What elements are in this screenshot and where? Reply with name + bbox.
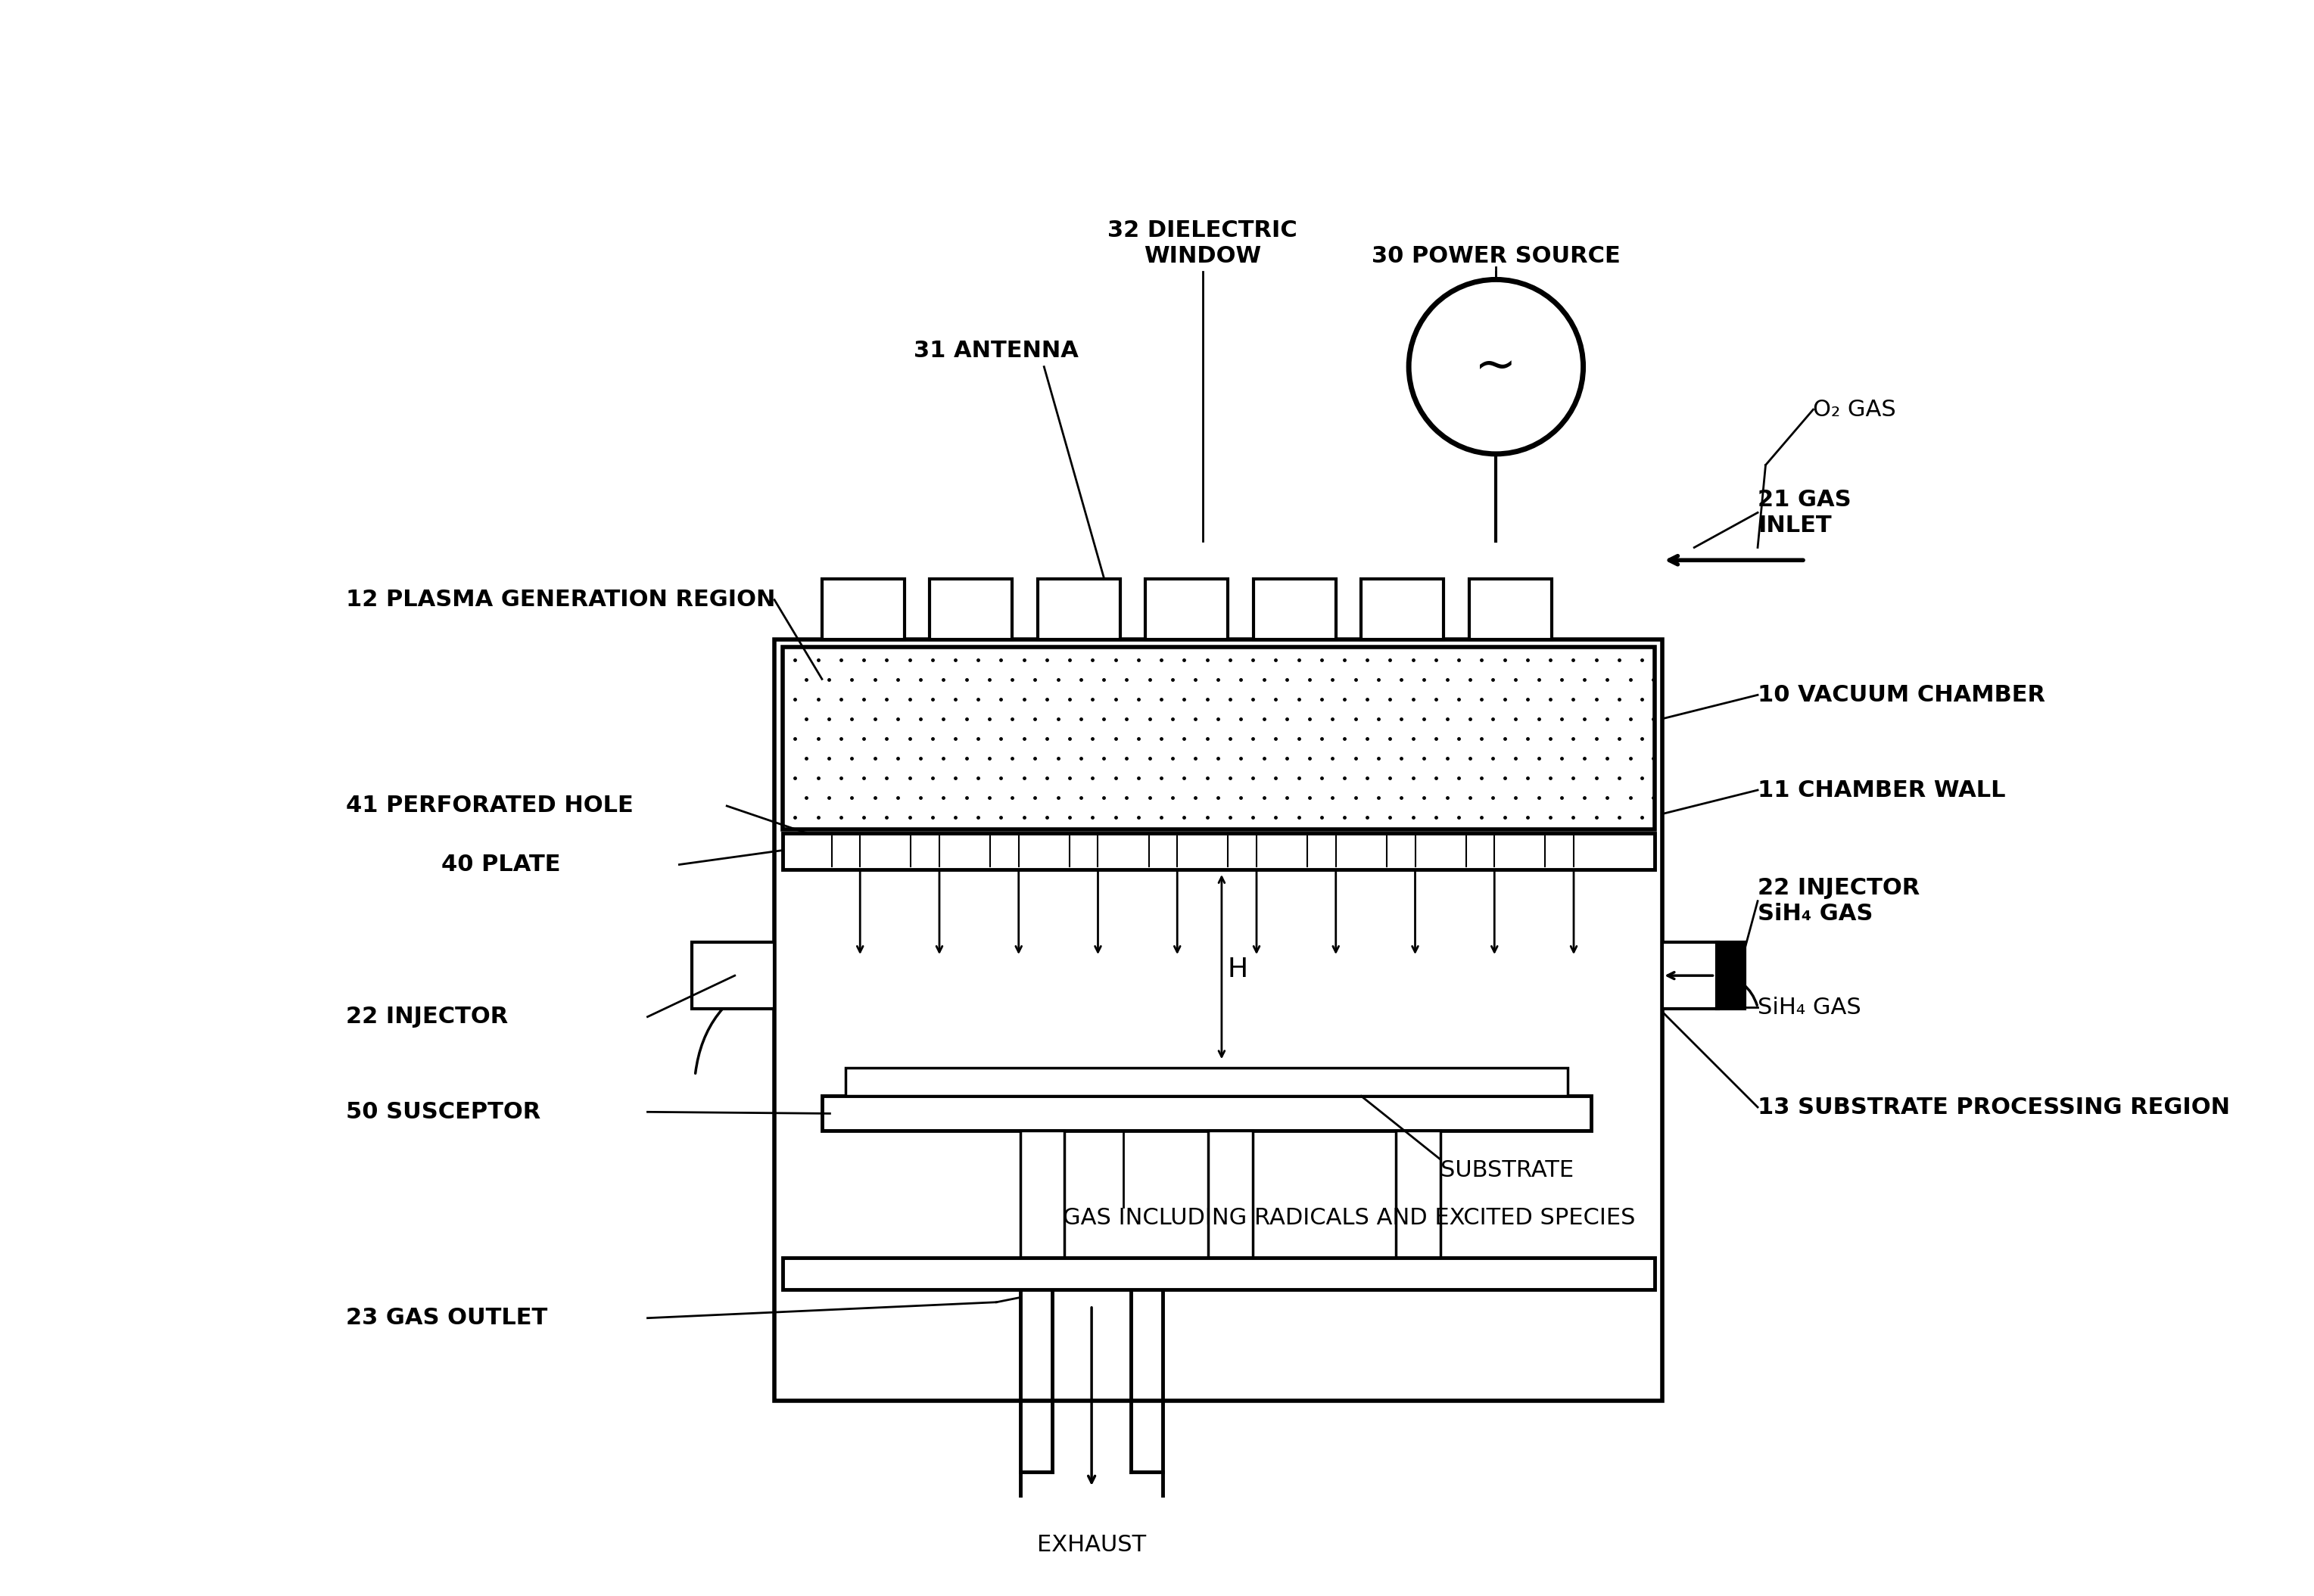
Bar <box>782 833 1655 870</box>
Bar <box>1717 942 1745 1009</box>
Bar <box>1037 579 1120 640</box>
Text: 12 PLASMA GENERATION REGION: 12 PLASMA GENERATION REGION <box>347 589 775 611</box>
Bar <box>782 1258 1655 1290</box>
Text: 13 SUBSTRATE PROCESSING REGION: 13 SUBSTRATE PROCESSING REGION <box>1759 1096 2231 1119</box>
Text: 50 SUSCEPTOR: 50 SUSCEPTOR <box>347 1101 541 1124</box>
Text: GAS INCLUDING RADICALS AND EXCITED SPECIES: GAS INCLUDING RADICALS AND EXCITED SPECI… <box>1062 1207 1636 1229</box>
Text: 23 GAS OUTLET: 23 GAS OUTLET <box>347 1307 548 1329</box>
Bar <box>1469 579 1550 640</box>
Bar <box>821 579 905 640</box>
Bar <box>1395 1132 1442 1258</box>
Bar <box>1208 1132 1252 1258</box>
Bar <box>930 579 1011 640</box>
Bar <box>782 648 1655 830</box>
Text: 30 POWER SOURCE: 30 POWER SOURCE <box>1372 244 1620 267</box>
Text: 31 ANTENNA: 31 ANTENNA <box>914 340 1078 362</box>
Bar <box>1386 836 1416 867</box>
Bar <box>1361 579 1444 640</box>
Text: 11 CHAMBER WALL: 11 CHAMBER WALL <box>1759 779 2006 801</box>
Bar <box>692 942 775 1009</box>
Bar <box>1069 836 1097 867</box>
Bar <box>1148 836 1178 867</box>
Text: O₂ GAS: O₂ GAS <box>1814 399 1895 420</box>
Text: 32 DIELECTRIC
WINDOW: 32 DIELECTRIC WINDOW <box>1108 220 1298 267</box>
Bar <box>1254 579 1335 640</box>
Text: 40 PLATE: 40 PLATE <box>442 854 560 876</box>
Bar <box>821 1096 1592 1132</box>
Bar <box>1229 836 1257 867</box>
Text: 10 VACUUM CHAMBER: 10 VACUUM CHAMBER <box>1759 685 2046 705</box>
Bar <box>775 640 1661 1400</box>
Bar <box>1145 579 1229 640</box>
Bar <box>831 836 861 867</box>
Text: EXHAUST: EXHAUST <box>1037 1534 1145 1556</box>
Bar <box>1020 1132 1064 1258</box>
Bar <box>1546 836 1574 867</box>
Text: 21 GAS
INLET: 21 GAS INLET <box>1759 488 1851 536</box>
Bar <box>1307 836 1335 867</box>
Bar <box>990 836 1018 867</box>
Text: SiH₄ GAS: SiH₄ GAS <box>1759 996 1860 1018</box>
Text: 22 INJECTOR: 22 INJECTOR <box>347 1005 509 1028</box>
Text: SUBSTRATE: SUBSTRATE <box>1442 1159 1574 1181</box>
Text: ~: ~ <box>1474 342 1518 391</box>
Bar <box>912 836 939 867</box>
Text: 41 PERFORATED HOLE: 41 PERFORATED HOLE <box>347 795 634 817</box>
Bar <box>1465 836 1495 867</box>
Text: H: H <box>1226 956 1247 982</box>
Bar <box>847 1068 1567 1096</box>
Bar <box>1661 942 1717 1009</box>
Text: 22 INJECTOR
SiH₄ GAS: 22 INJECTOR SiH₄ GAS <box>1759 878 1921 924</box>
